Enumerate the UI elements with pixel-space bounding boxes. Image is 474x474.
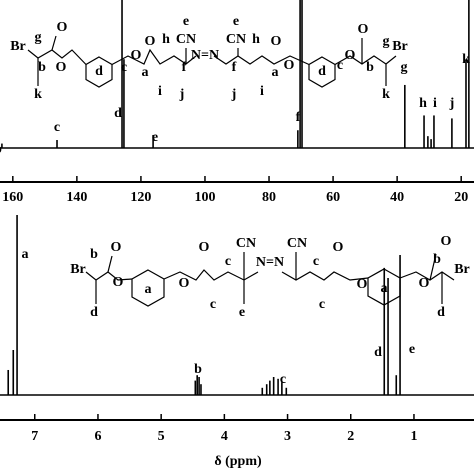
annotation: Br — [70, 262, 86, 277]
x-tick-label: 100 — [194, 190, 215, 205]
annotation: h — [162, 32, 170, 47]
x-tick-label: 160 — [2, 190, 23, 205]
annotation: e — [409, 342, 415, 357]
annotation: d — [318, 64, 326, 79]
x-tick-label: 3 — [284, 429, 291, 444]
annotation: Br — [392, 39, 408, 54]
annotation: a — [381, 281, 388, 296]
annotation: f — [182, 60, 187, 75]
annotation: b — [38, 60, 46, 75]
annotation: O — [113, 275, 124, 290]
x-tick-label: 1 — [410, 429, 417, 444]
annotation: f — [232, 60, 237, 75]
annotation: k — [382, 87, 390, 102]
annotation: b — [433, 252, 441, 267]
annotation: N=N — [256, 255, 284, 270]
annotation: O — [333, 240, 344, 255]
annotation: CN — [176, 32, 196, 47]
annotation: O — [357, 277, 368, 292]
x-tick-label: 2 — [347, 429, 354, 444]
annotation: a — [145, 282, 152, 297]
annotation: k — [462, 52, 470, 67]
structure-top — [27, 35, 397, 88]
annotation: e — [233, 14, 239, 29]
annotation: O — [179, 276, 190, 291]
annotation: e — [152, 130, 158, 145]
x-tick-label: 20 — [454, 190, 468, 205]
annotation: g — [383, 34, 390, 49]
annotation: h — [419, 96, 427, 111]
x-tick-label: 6 — [94, 429, 101, 444]
annotation: O — [111, 240, 122, 255]
x-tick-label: 120 — [130, 190, 151, 205]
annotation: b — [366, 60, 374, 75]
annotation: d — [95, 64, 103, 79]
annotation: c — [121, 60, 127, 75]
annotation: d — [90, 305, 98, 320]
x-tick-label: 80 — [262, 190, 276, 205]
spectrum — [0, 0, 474, 149]
annotation: CN — [287, 236, 307, 251]
annotation: O — [441, 234, 452, 249]
annotation: c — [210, 297, 216, 312]
annotation: a — [272, 65, 279, 80]
annotation: e — [183, 14, 189, 29]
annotation: c — [337, 58, 343, 73]
annotation: O — [419, 276, 430, 291]
annotation: a — [142, 65, 149, 80]
annotation: CN — [226, 32, 246, 47]
annotation: b — [0, 142, 2, 157]
annotation: c — [319, 297, 325, 312]
annotation: j — [231, 87, 237, 102]
annotation: k — [34, 87, 42, 102]
annotation: N=N — [191, 48, 219, 63]
x-tick-label: 7 — [31, 429, 38, 444]
annotation: e — [239, 305, 245, 320]
x-tick-label: 40 — [390, 190, 404, 205]
annotation: i — [158, 84, 162, 99]
annotation: Br — [10, 39, 26, 54]
annotation: O — [358, 22, 369, 37]
annotation: O — [345, 48, 356, 63]
annotation: g — [35, 30, 42, 45]
annotation: O — [284, 58, 295, 73]
x-tick-label: 60 — [326, 190, 340, 205]
annotation: b — [194, 362, 202, 377]
annotation: g — [401, 60, 408, 75]
annotation: j — [449, 96, 455, 111]
annotation: d — [114, 106, 122, 121]
annotation: f — [296, 110, 301, 125]
annotation: h — [252, 32, 260, 47]
annotation: d — [437, 305, 445, 320]
annotation: Br — [454, 262, 470, 277]
x-tick-label: 5 — [158, 429, 165, 444]
annotation: c — [225, 254, 231, 269]
annotation: d — [374, 345, 382, 360]
annotation: a — [22, 247, 29, 262]
annotation: i — [260, 84, 264, 99]
annotation: O — [199, 240, 210, 255]
annotation: c — [280, 372, 286, 387]
x-axis-label: δ (ppm) — [214, 454, 262, 469]
annotation: i — [433, 96, 437, 111]
annotation: j — [179, 87, 185, 102]
spectrum — [0, 215, 474, 396]
annotation: c — [313, 254, 319, 269]
annotation: CN — [236, 236, 256, 251]
annotation: O — [57, 20, 68, 35]
annotation: O — [56, 60, 67, 75]
annotation: O — [131, 48, 142, 63]
annotation: c — [54, 120, 60, 135]
annotation: O — [271, 34, 282, 49]
x-tick-label: 4 — [221, 429, 228, 444]
annotation: O — [145, 34, 156, 49]
annotation: b — [90, 247, 98, 262]
x-tick-label: 140 — [66, 190, 87, 205]
